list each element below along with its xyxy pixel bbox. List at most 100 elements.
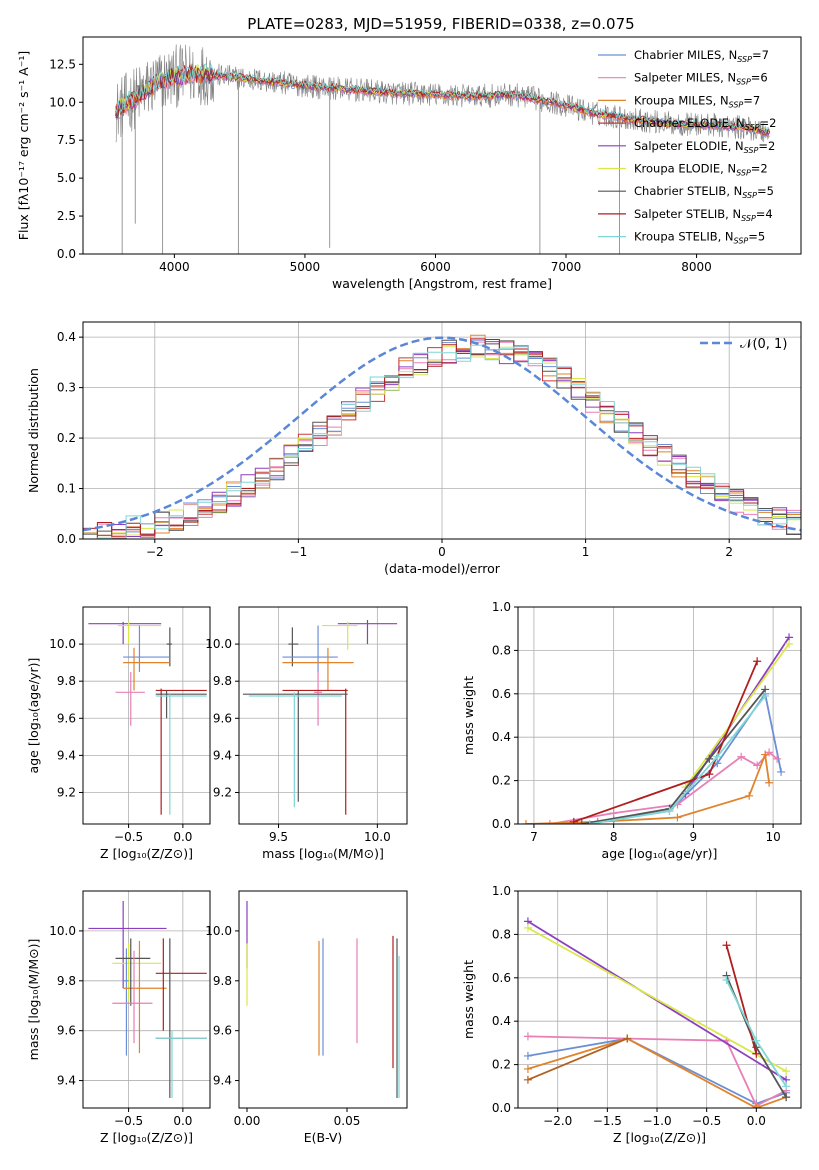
data-point	[521, 820, 530, 824]
legend-suffix: =5	[757, 184, 774, 198]
legend-suffix: =6	[751, 71, 768, 85]
x-tick-label: 8	[610, 830, 618, 844]
y-tick-label: 2.5	[57, 209, 76, 223]
data-point	[785, 639, 794, 648]
model-spectrum-line	[115, 62, 771, 134]
plot-area	[83, 334, 801, 539]
panel-age_vs_Z: −0.5 0.0 9.2 9.4 9.6 9.8 10.0 Z [log₁₀(Z/Z⊙)] ag…	[26, 606, 211, 861]
data-point	[523, 1075, 532, 1084]
y-axis-label: mass weight	[461, 960, 476, 1039]
x-tick-label: 9	[690, 830, 698, 844]
x-tick-label: 0.0	[173, 830, 192, 844]
y-tick-label: 12.5	[49, 57, 76, 71]
axes-frame	[517, 890, 802, 1109]
data-point	[761, 691, 770, 700]
x-tick-label: 0	[438, 545, 446, 559]
x-axis-label: Z [log₁₀(Z/Z⊙)]	[100, 1130, 193, 1145]
legend-subscript: SSP	[741, 214, 756, 223]
panel-age_vs_mass: 9.5 10.0 9.2 9.4 9.6 9.8 10.0 mass [log₁₀(M/M⊙)…	[205, 606, 408, 861]
x-tick-label: −0.5	[114, 1114, 143, 1128]
panel-massweight_vs_Z: −2.0 −1.5 −1.0 −0.5 0.0 0.0 0.2 0.4 0.6 0.8 1.0 Z […	[461, 884, 802, 1145]
legend-subscript: SSP	[745, 123, 760, 132]
y-tick-label: 9.4	[213, 748, 232, 762]
legend-label: Kroupa MILES, N	[634, 93, 729, 107]
legend-entry: Kroupa STELIB, NSSP=5	[634, 230, 765, 246]
x-tick-label: 10.0	[364, 830, 391, 844]
legend-entry: Salpeter STELIB, NSSP=4	[634, 207, 773, 223]
legend-subscript: SSP	[729, 100, 744, 109]
x-tick-label: 9.5	[269, 830, 288, 844]
legend-subscript: SSP	[742, 191, 757, 200]
axes-frame	[82, 606, 211, 825]
x-tick-label: 8000	[681, 260, 712, 274]
y-tick-label: 0.0	[57, 532, 76, 546]
y-tick-label: 0.2	[492, 774, 511, 788]
x-tick-label: 4000	[159, 260, 190, 274]
data-point	[523, 1064, 532, 1073]
data-point	[737, 752, 746, 761]
x-tick-label: −1	[290, 545, 308, 559]
legend-suffix: =7	[743, 93, 760, 107]
y-tick-label: 0.0	[492, 817, 511, 831]
data-point	[761, 750, 770, 759]
x-tick-label: −2.0	[543, 1114, 572, 1128]
x-tick-label: 2	[725, 545, 733, 559]
x-tick-label: −1.0	[642, 1114, 671, 1128]
y-tick-label: 9.4	[57, 748, 76, 762]
data-point	[752, 1049, 761, 1058]
residual-histogram	[96, 339, 801, 539]
x-tick-label: 1	[582, 545, 590, 559]
legend-label: Salpeter STELIB, N	[634, 207, 741, 221]
y-axis-label: Flux [fλ10⁻¹⁷ erg cm⁻² s⁻¹ A⁻¹]	[16, 51, 31, 240]
series-line	[725, 945, 758, 1055]
data-point	[705, 770, 714, 779]
data-point	[577, 820, 586, 824]
legend-entry: Kroupa ELODIE, NSSP=2	[634, 162, 768, 178]
data-point	[523, 1032, 532, 1041]
x-tick-label: 0.00	[234, 1114, 261, 1128]
legend-label: Salpeter ELODIE, N	[634, 139, 744, 153]
y-tick-label: 0.3	[57, 381, 76, 395]
y-tick-label: 0.1	[57, 482, 76, 496]
data-point	[777, 767, 786, 776]
y-tick-label: 0.4	[492, 1014, 511, 1028]
y-tick-label: 10.0	[205, 637, 232, 651]
legend-subscript: SSP	[736, 169, 751, 178]
panel-mass_vs_Z: −0.5 0.0 9.4 9.6 9.8 10.0 Z [log₁₀(Z/Z⊙)] mass …	[26, 890, 211, 1145]
y-tick-label: 0.6	[492, 971, 511, 985]
x-tick-label: 10	[765, 830, 780, 844]
y-tick-label: 9.4	[213, 1074, 232, 1088]
data-point	[752, 1036, 761, 1045]
y-tick-label: 9.6	[57, 1024, 76, 1038]
legend-suffix: =2	[751, 162, 768, 176]
x-tick-label: 0.05	[334, 1114, 361, 1128]
data-point	[753, 761, 762, 770]
legend-label: Chabrier STELIB, N	[634, 184, 742, 198]
axes-frame	[238, 890, 408, 1109]
plot-area	[521, 633, 794, 824]
series-line	[527, 920, 787, 1081]
y-tick-label: 0.8	[492, 643, 511, 657]
x-tick-label: 6000	[420, 260, 451, 274]
data-point	[765, 778, 774, 787]
x-axis-label: wavelength [Angstrom, rest frame]	[332, 276, 552, 291]
y-axis-label: Normed distribution	[26, 368, 41, 493]
x-tick-label: 7000	[551, 260, 582, 274]
series-line	[525, 751, 770, 824]
x-tick-label: 0.0	[173, 1114, 192, 1128]
panel-residuals: 𝒩(0, 1) −2 −1 0 1 2 0.0 0.1 0.2 0.3 0.4 (data-model…	[26, 321, 802, 576]
y-tick-label: 10.0	[205, 924, 232, 938]
legend-suffix: =7	[752, 48, 769, 62]
data-point	[745, 791, 754, 800]
y-tick-label: 9.8	[57, 974, 76, 988]
data-point	[752, 1104, 761, 1108]
series-line	[581, 688, 766, 824]
axes-frame	[238, 606, 408, 825]
plot-area	[88, 900, 207, 1099]
x-tick-label: 5000	[290, 260, 321, 274]
data-point	[585, 820, 594, 824]
series-line	[527, 1037, 628, 1081]
y-axis-label: mass weight	[461, 676, 476, 755]
